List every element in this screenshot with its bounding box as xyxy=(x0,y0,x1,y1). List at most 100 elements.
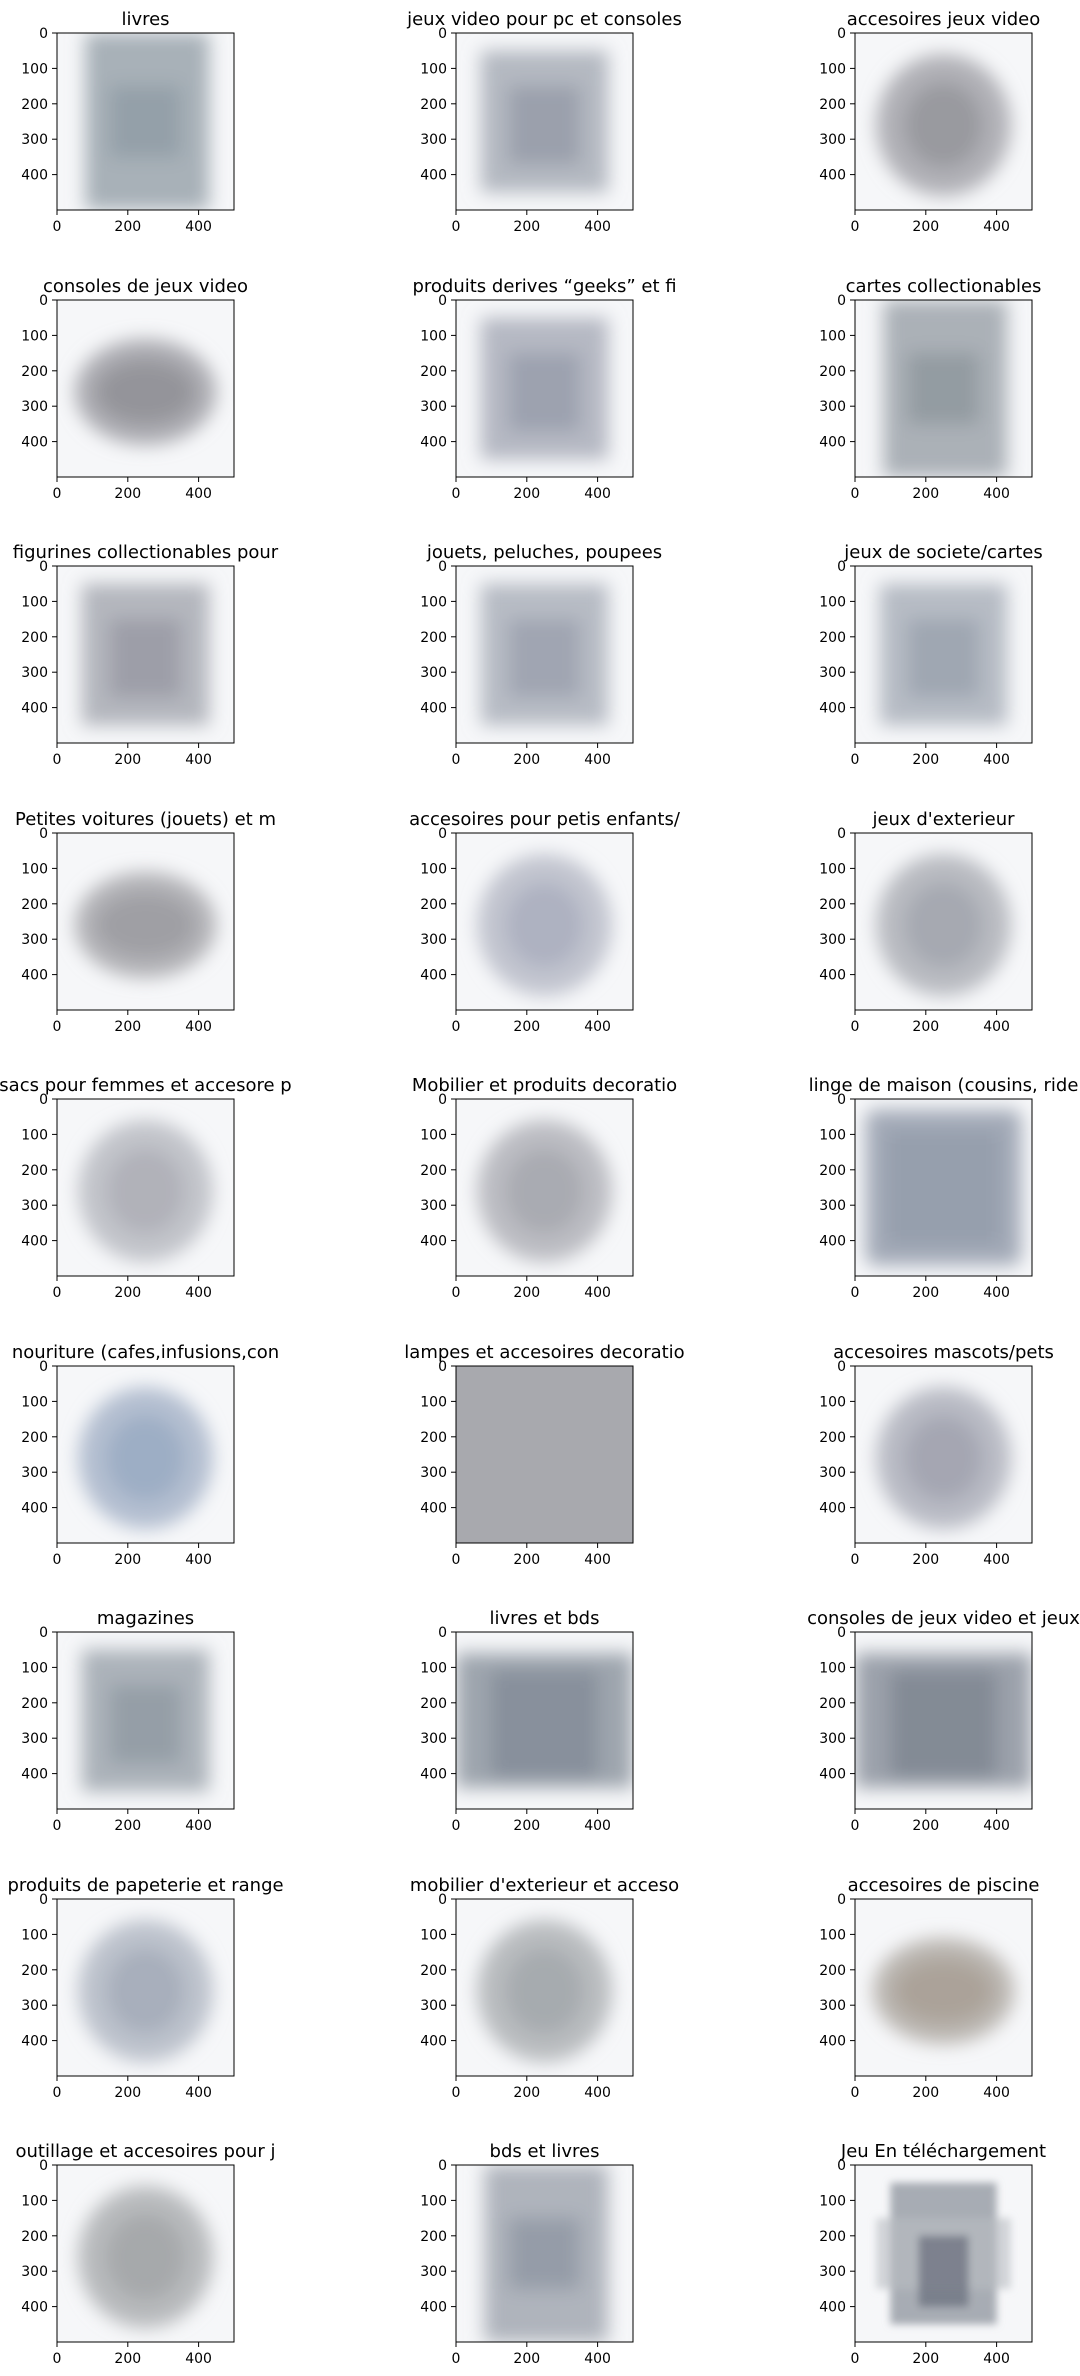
x-tick-label: 200 xyxy=(513,1019,540,1035)
y-tick-label: 0 xyxy=(39,2158,48,2174)
x-tick-label: 0 xyxy=(851,2351,860,2367)
x-tick-label: 400 xyxy=(983,486,1010,502)
y-tick-label: 0 xyxy=(837,26,846,42)
y-tick-label: 100 xyxy=(21,1927,48,1943)
panel-title: consoles de jeux video et jeux xyxy=(807,1608,1080,1629)
x-tick-label: 400 xyxy=(584,1818,611,1834)
y-tick-label: 100 xyxy=(21,1660,48,1676)
y-tick-label: 200 xyxy=(21,1696,48,1712)
y-tick-label: 0 xyxy=(438,2158,447,2174)
panel: magazines 0 200 400 0 100 200 300 400 xyxy=(21,1608,235,1834)
panel-title: accesoires jeux video xyxy=(847,9,1041,30)
x-tick-label: 200 xyxy=(513,752,540,768)
y-tick-label: 100 xyxy=(420,861,447,877)
y-tick-label: 0 xyxy=(837,826,846,842)
mean-image xyxy=(855,566,1032,743)
axes-frame xyxy=(854,32,1033,211)
x-tick-label: 200 xyxy=(912,1552,939,1568)
y-tick-label: 100 xyxy=(21,61,48,77)
y-tick-label: 200 xyxy=(420,1163,447,1179)
axes-frame xyxy=(56,299,235,478)
panel: accesoires pour petis enfants/0 200 400 0 10… xyxy=(409,809,681,1035)
x-tick-label: 200 xyxy=(912,1285,939,1301)
mean-image xyxy=(855,1099,1032,1276)
y-tick-label: 0 xyxy=(438,1625,447,1641)
x-tick-label: 400 xyxy=(983,2351,1010,2367)
x-tick-label: 0 xyxy=(452,752,461,768)
x-tick-label: 200 xyxy=(513,1818,540,1834)
axes-frame xyxy=(56,1631,235,1810)
x-tick-label: 400 xyxy=(185,1552,212,1568)
panel-title: accesoires de piscine xyxy=(848,1875,1040,1896)
y-tick-label: 400 xyxy=(420,1234,447,1250)
mean-image xyxy=(456,1899,633,2076)
y-tick-label: 100 xyxy=(420,1127,447,1143)
panel-title: jeux video pour pc et consoles xyxy=(406,9,682,30)
y-tick-label: 100 xyxy=(21,861,48,877)
mean-image xyxy=(57,33,234,210)
y-tick-label: 100 xyxy=(819,328,846,344)
y-tick-label: 200 xyxy=(420,2229,447,2245)
panel-title: consoles de jeux video xyxy=(43,276,248,297)
axes-frame xyxy=(854,1098,1033,1277)
y-tick-label: 200 xyxy=(21,2229,48,2245)
x-tick-label: 400 xyxy=(584,486,611,502)
y-tick-label: 0 xyxy=(39,826,48,842)
x-tick-label: 0 xyxy=(452,1818,461,1834)
y-tick-label: 300 xyxy=(819,132,846,148)
x-tick-label: 0 xyxy=(53,2085,62,2101)
mean-image xyxy=(456,833,633,1010)
panel-title: sacs pour femmes et accesore p xyxy=(0,1075,292,1096)
y-tick-label: 200 xyxy=(420,364,447,380)
y-tick-label: 400 xyxy=(819,435,846,451)
x-tick-label: 200 xyxy=(114,219,141,235)
y-tick-label: 200 xyxy=(420,97,447,113)
x-tick-label: 0 xyxy=(53,1285,62,1301)
axes-frame xyxy=(56,1898,235,2077)
x-tick-label: 400 xyxy=(983,752,1010,768)
axes-frame xyxy=(455,2164,634,2343)
axes-frame xyxy=(455,565,634,744)
panel: livres 0 200 400 0 100 200 300 400 xyxy=(21,9,235,235)
axes-frame xyxy=(455,1098,634,1277)
mean-image xyxy=(57,566,234,743)
mean-image xyxy=(855,833,1032,1010)
y-tick-label: 400 xyxy=(819,168,846,184)
axes-frame xyxy=(854,1631,1033,1810)
y-tick-label: 400 xyxy=(21,435,48,451)
mean-image xyxy=(456,300,633,477)
x-tick-label: 400 xyxy=(983,1818,1010,1834)
x-tick-label: 200 xyxy=(513,2085,540,2101)
panel-title: linge de maison (cousins, ride xyxy=(809,1075,1079,1096)
y-tick-label: 200 xyxy=(819,897,846,913)
mean-image xyxy=(57,2165,234,2342)
y-tick-label: 300 xyxy=(819,399,846,415)
panel: bds et livres 0 200 400 0 100 200 300 400 xyxy=(420,2141,634,2367)
x-tick-label: 0 xyxy=(452,1019,461,1035)
y-tick-label: 400 xyxy=(21,168,48,184)
y-tick-label: 400 xyxy=(21,2300,48,2316)
axes-frame xyxy=(56,1365,235,1544)
y-tick-label: 200 xyxy=(819,364,846,380)
y-tick-label: 400 xyxy=(819,701,846,717)
y-tick-label: 100 xyxy=(819,1394,846,1410)
y-tick-label: 100 xyxy=(819,2193,846,2209)
x-tick-label: 0 xyxy=(53,486,62,502)
axes-frame xyxy=(455,1898,634,2077)
y-tick-label: 0 xyxy=(39,559,48,575)
x-tick-label: 200 xyxy=(114,1818,141,1834)
panel-title: lampes et accesoires decoratio xyxy=(404,1342,684,1363)
x-tick-label: 200 xyxy=(114,1019,141,1035)
axes-frame xyxy=(455,299,634,478)
x-tick-label: 200 xyxy=(114,752,141,768)
axes-frame xyxy=(455,1365,634,1544)
axes-frame xyxy=(854,1898,1033,2077)
x-tick-label: 0 xyxy=(53,219,62,235)
y-tick-label: 400 xyxy=(420,701,447,717)
x-tick-label: 200 xyxy=(513,2351,540,2367)
